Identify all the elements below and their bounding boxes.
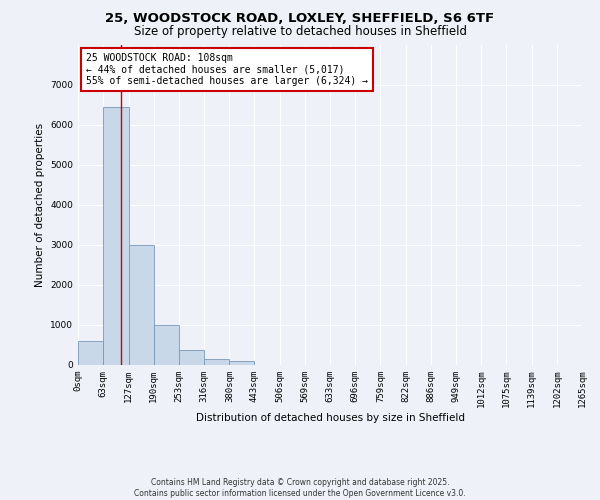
Bar	[78, 341, 103, 365]
Y-axis label: Number of detached properties: Number of detached properties	[35, 123, 44, 287]
Bar	[204, 358, 229, 365]
Bar	[128, 245, 154, 365]
Text: Contains HM Land Registry data © Crown copyright and database right 2025.
Contai: Contains HM Land Registry data © Crown c…	[134, 478, 466, 498]
Bar	[179, 350, 204, 365]
X-axis label: Distribution of detached houses by size in Sheffield: Distribution of detached houses by size …	[196, 413, 464, 423]
Bar	[154, 325, 179, 365]
Text: 25, WOODSTOCK ROAD, LOXLEY, SHEFFIELD, S6 6TF: 25, WOODSTOCK ROAD, LOXLEY, SHEFFIELD, S…	[106, 12, 494, 26]
Text: Size of property relative to detached houses in Sheffield: Size of property relative to detached ho…	[133, 25, 467, 38]
Bar	[229, 361, 254, 365]
Bar	[103, 107, 128, 365]
Text: 25 WOODSTOCK ROAD: 108sqm
← 44% of detached houses are smaller (5,017)
55% of se: 25 WOODSTOCK ROAD: 108sqm ← 44% of detac…	[86, 53, 368, 86]
